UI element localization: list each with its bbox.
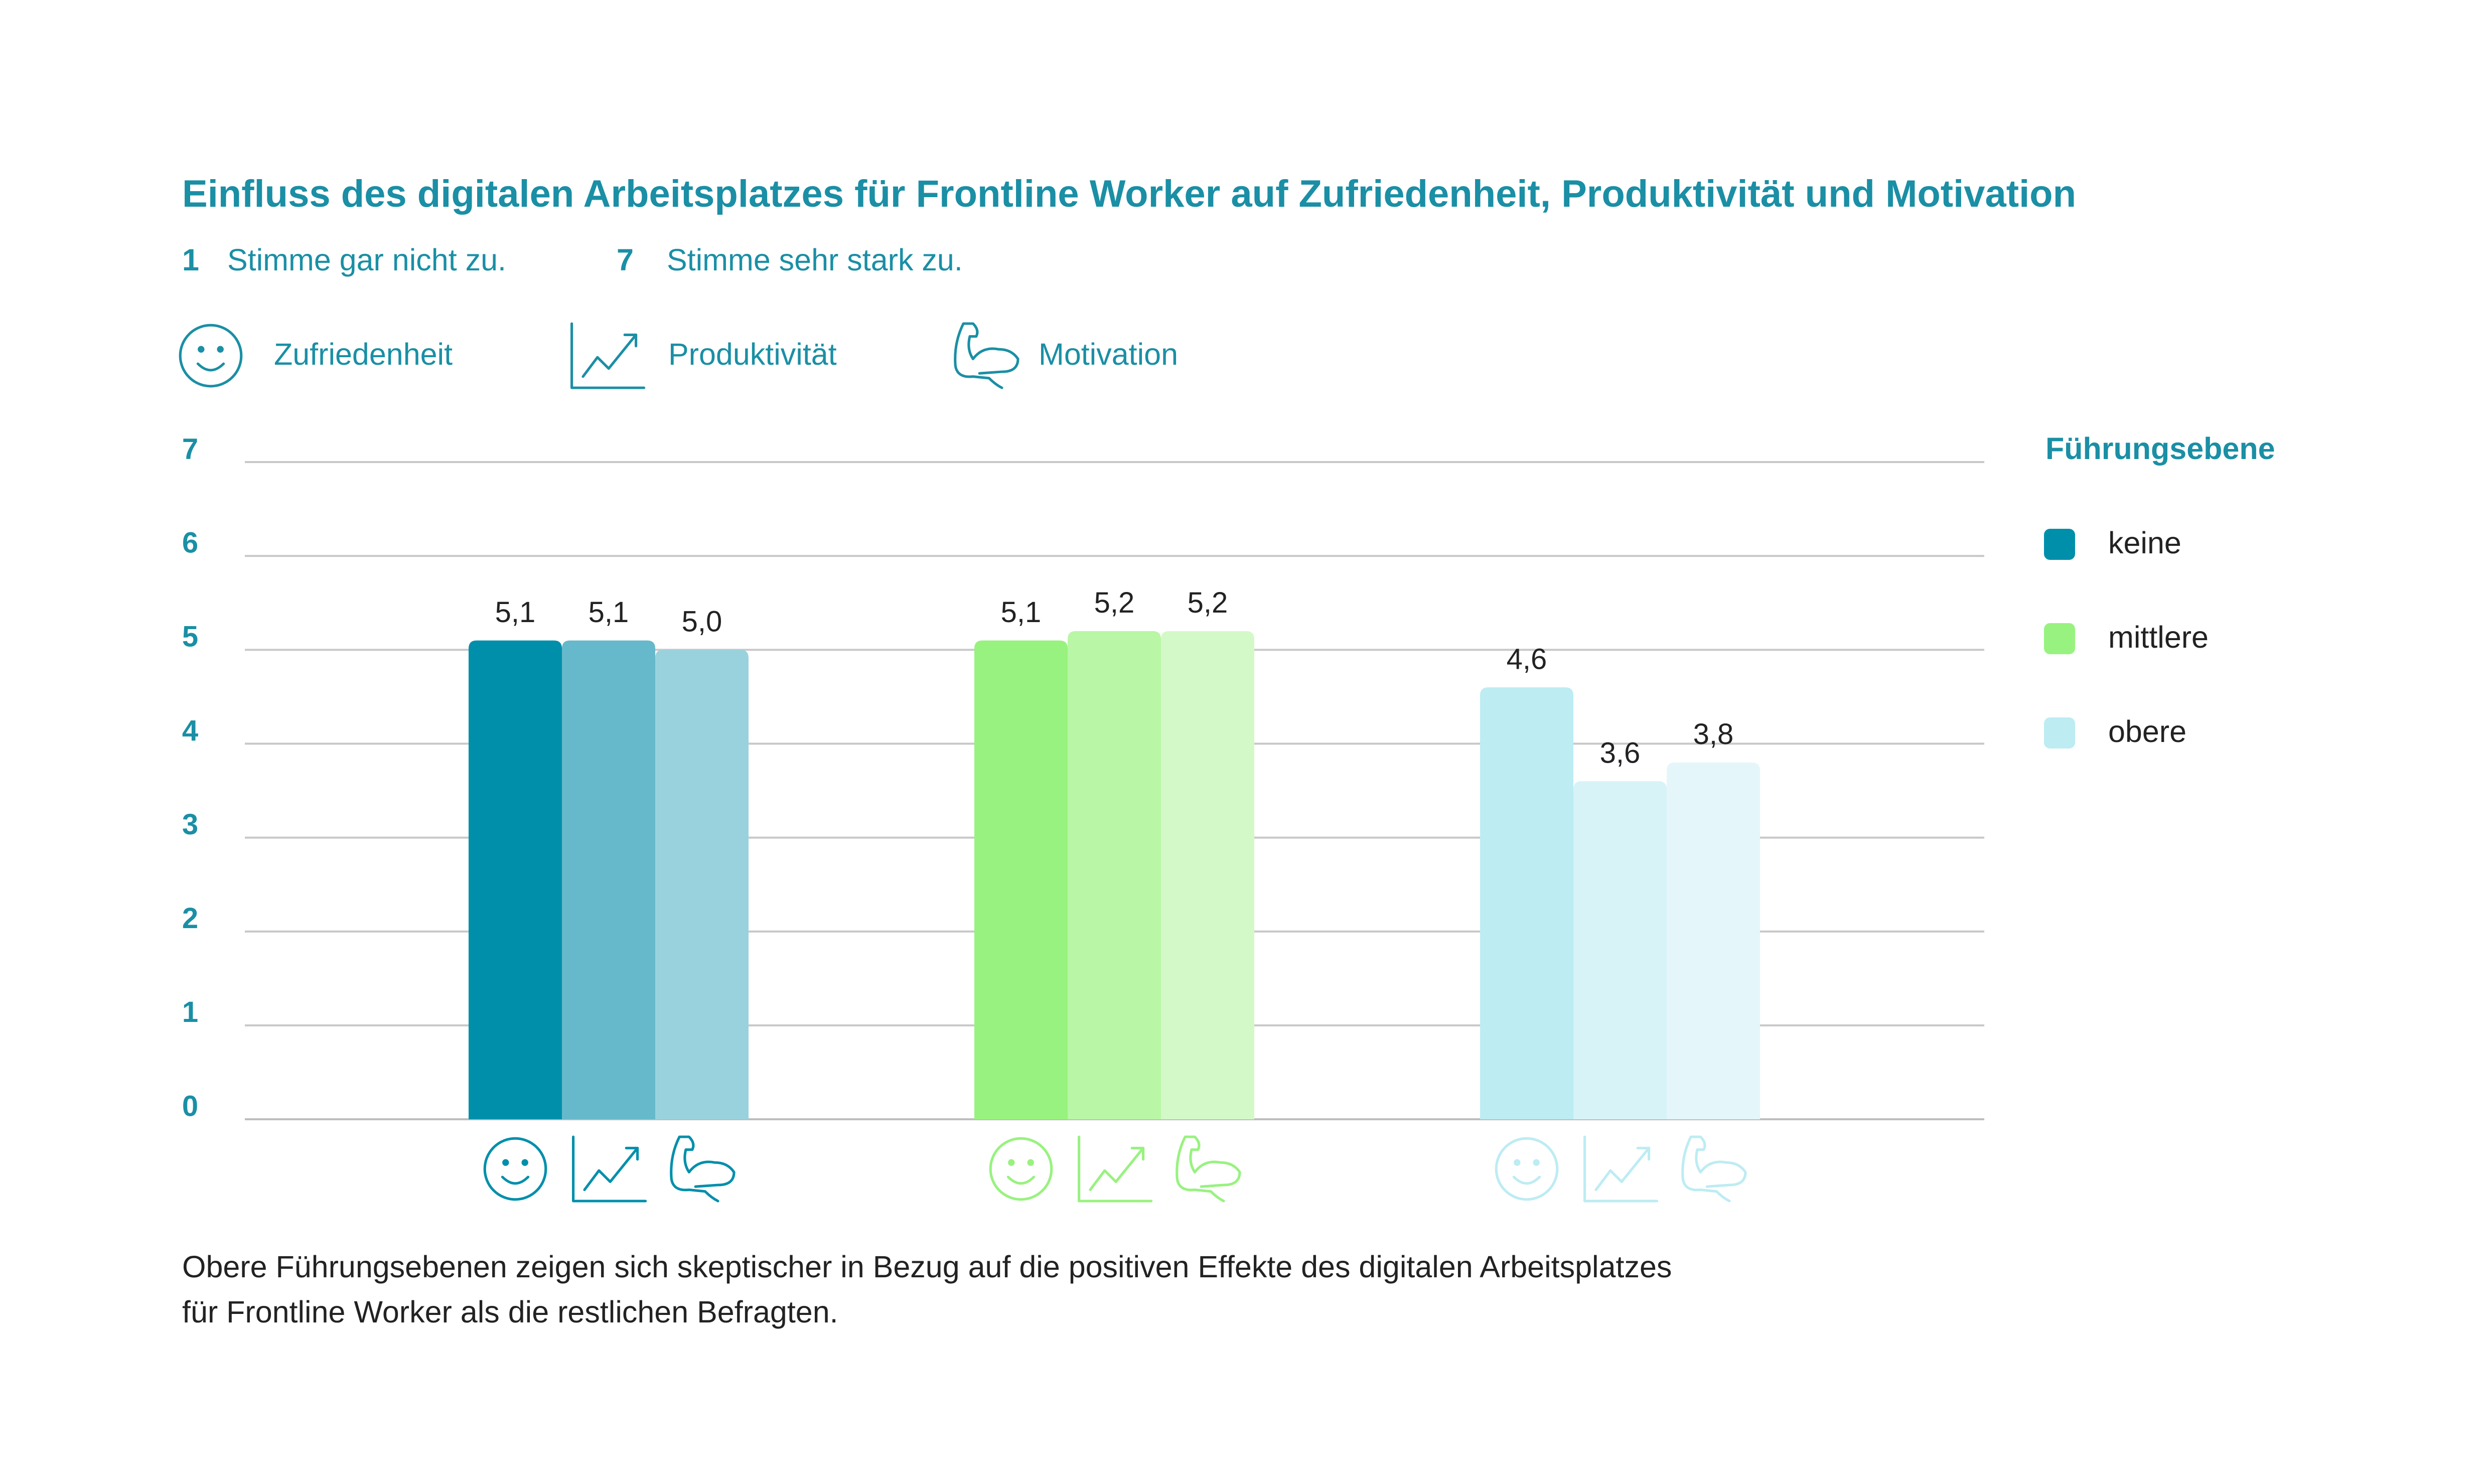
y-tick-label: 1 <box>182 996 198 1028</box>
icon-part <box>623 333 638 348</box>
icon-part <box>1006 1175 1036 1185</box>
bar <box>469 640 562 1119</box>
legend-label: keine <box>2108 526 2181 560</box>
value-label: 4,6 <box>1507 643 1547 675</box>
value-label: 5,1 <box>589 596 629 629</box>
icon-part <box>1089 1146 1145 1192</box>
icon <box>670 1135 736 1203</box>
value-label: 5,1 <box>495 596 536 629</box>
icon <box>1495 1137 1559 1201</box>
icon-part <box>1130 1146 1145 1161</box>
icon-part <box>217 346 224 353</box>
icon-part <box>1681 1135 1747 1203</box>
bar <box>1573 781 1667 1119</box>
legend-label: mittlere <box>2108 620 2209 654</box>
bar <box>1068 631 1161 1119</box>
icon <box>572 1135 647 1203</box>
category-legend-label: Motivation <box>1039 337 1178 371</box>
bar <box>1667 762 1760 1119</box>
icon-part <box>670 1135 736 1203</box>
icon-part <box>1594 1146 1651 1192</box>
scale-label: 7 <box>617 243 634 277</box>
y-tick-label: 7 <box>182 432 198 465</box>
footnote: für Frontline Worker als die restlichen … <box>182 1295 838 1329</box>
icon-part <box>583 1146 639 1192</box>
icon-part <box>1512 1175 1541 1185</box>
y-tick-label: 5 <box>182 621 198 653</box>
icon <box>179 324 243 388</box>
icon-part <box>581 333 638 378</box>
icon-part <box>625 1146 639 1161</box>
value-label: 5,1 <box>1001 596 1042 629</box>
value-label: 5,2 <box>1094 586 1135 619</box>
icon-part <box>196 362 225 372</box>
legend-swatch <box>2044 529 2075 560</box>
bar <box>974 640 1068 1119</box>
icon-part <box>1533 1159 1540 1166</box>
icon <box>1078 1135 1153 1203</box>
bar <box>1480 687 1573 1119</box>
icon-part <box>1027 1159 1034 1166</box>
category-legend-label: Produktivität <box>668 337 837 371</box>
icon <box>1681 1135 1747 1203</box>
icon-part <box>1514 1159 1521 1166</box>
icon-part <box>570 322 646 389</box>
icon-part <box>198 346 205 353</box>
icon <box>483 1137 547 1201</box>
y-tick-label: 2 <box>182 902 198 935</box>
icon-part <box>1078 1135 1153 1203</box>
bar <box>655 650 749 1119</box>
icon-part <box>1583 1135 1659 1203</box>
value-label: 3,6 <box>1600 737 1641 770</box>
legend-label: obere <box>2108 714 2186 749</box>
icon-part <box>501 1175 530 1185</box>
bar <box>1161 631 1254 1119</box>
bar <box>562 640 655 1119</box>
icon-part <box>502 1159 509 1166</box>
scale-text: Stimme gar nicht zu. <box>227 243 506 277</box>
icon-part <box>483 1137 547 1201</box>
icon-part <box>954 322 1019 389</box>
icon <box>1583 1135 1659 1203</box>
icon-part <box>179 324 243 388</box>
y-tick-label: 0 <box>182 1090 198 1122</box>
y-tick-label: 3 <box>182 808 198 841</box>
value-label: 3,8 <box>1693 718 1734 751</box>
y-tick-label: 4 <box>182 714 198 747</box>
scale-text: Stimme sehr stark zu. <box>667 243 963 277</box>
chart-title: Einfluss des digitalen Arbeitsplatzes fü… <box>182 173 2076 215</box>
icon <box>954 322 1019 389</box>
footnote: Obere Führungsebenen zeigen sich skeptis… <box>182 1250 1672 1284</box>
icon-part <box>1008 1159 1015 1166</box>
icon-part <box>1176 1135 1241 1203</box>
icon-part <box>572 1135 647 1203</box>
icon-part <box>1636 1146 1651 1161</box>
icon <box>1176 1135 1241 1203</box>
icon-part <box>521 1159 528 1166</box>
legend-swatch <box>2044 717 2075 749</box>
value-label: 5,0 <box>682 606 722 638</box>
icon <box>570 322 646 389</box>
category-legend-label: Zufriedenheit <box>274 337 453 371</box>
icon-part <box>989 1137 1053 1201</box>
y-tick-label: 6 <box>182 526 198 559</box>
icon-part <box>1495 1137 1559 1201</box>
legend-swatch <box>2044 623 2075 654</box>
value-label: 5,2 <box>1188 586 1228 619</box>
scale-label: 1 <box>182 243 199 277</box>
legend-title: Führungsebene <box>2045 431 2275 466</box>
icon <box>989 1137 1053 1201</box>
